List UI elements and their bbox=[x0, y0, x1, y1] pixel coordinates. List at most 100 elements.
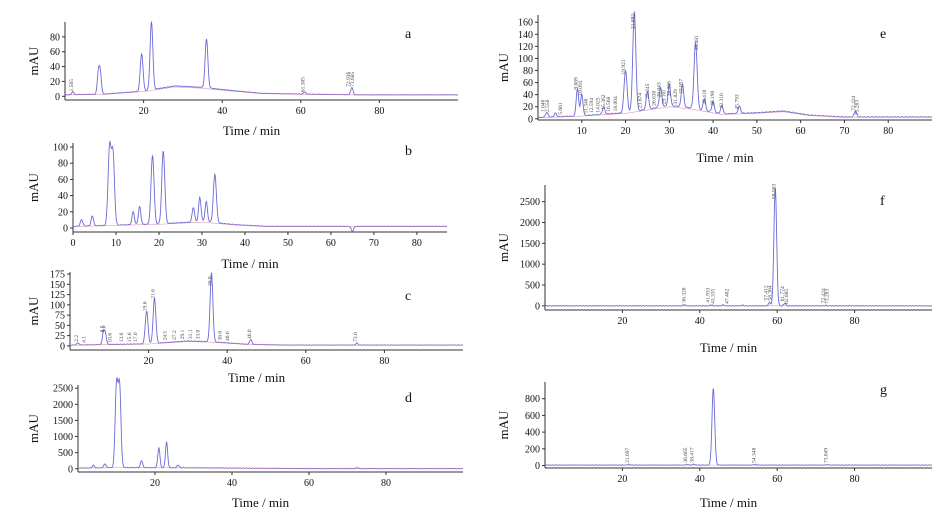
peak-retention-label: 9.0 bbox=[101, 325, 107, 332]
y-tick-label: 125 bbox=[50, 290, 65, 301]
peak-retention-label: 21.697 bbox=[625, 447, 631, 462]
x-tick-label: 60 bbox=[301, 356, 311, 367]
peak-retention-label: 73.203 bbox=[854, 100, 860, 115]
y-tick-label: 100 bbox=[518, 54, 533, 65]
y-tick-label: 20 bbox=[58, 207, 68, 218]
peak-retention-label: 19.6 bbox=[143, 301, 149, 311]
x-tick-label: 50 bbox=[283, 238, 293, 249]
x-tick-label: 40 bbox=[695, 316, 705, 327]
x-tick-label: 50 bbox=[752, 126, 762, 137]
x-tick-label: 70 bbox=[369, 238, 379, 249]
chromatogram-trace bbox=[544, 187, 933, 307]
x-tick-label: 20 bbox=[617, 474, 627, 485]
y-tick-label: 60 bbox=[58, 175, 68, 186]
peak-retention-label: 42.310 bbox=[719, 93, 725, 108]
peak-retention-label: 14.025 bbox=[595, 97, 601, 112]
peak-retention-label: 21.892 bbox=[630, 14, 636, 29]
peak-retention-label: 40.6 bbox=[225, 331, 231, 341]
integration-baseline bbox=[72, 221, 447, 227]
y-tick-label: 80 bbox=[58, 159, 68, 170]
peak-retention-label: 43.335 bbox=[711, 288, 717, 303]
peak-retention-label: 72.424 bbox=[851, 95, 857, 110]
peak-retention-label: 41.933 bbox=[705, 287, 711, 302]
panel-d: 0 500 1000 1500 2000 2500 20 40 60 80 Time / min mA… bbox=[26, 377, 464, 510]
x-tick-label: 40 bbox=[217, 106, 227, 117]
x-tick-label: 80 bbox=[379, 356, 389, 367]
y-tick-label: 2500 bbox=[53, 384, 73, 395]
panel-letter: b bbox=[405, 144, 412, 159]
x-tick-label: 60 bbox=[296, 106, 306, 117]
x-tick-label: 20 bbox=[617, 316, 627, 327]
x-axis-label: Time / min bbox=[232, 495, 290, 510]
y-tick-label: 500 bbox=[525, 281, 540, 292]
peak-retention-label: 45.793 bbox=[735, 94, 741, 109]
x-tick-label: 10 bbox=[577, 126, 587, 137]
y-tick-label: 1000 bbox=[520, 260, 540, 271]
peak-retention-label: 61.774 bbox=[780, 286, 786, 301]
integration-baseline bbox=[64, 86, 458, 96]
peak-retention-label: 8.5 bbox=[99, 325, 105, 332]
peak-retention-label: 36.481 bbox=[694, 35, 700, 50]
peak-retention-label: 1.640 bbox=[541, 99, 547, 112]
peak-retention-label: 72.424 bbox=[821, 288, 827, 303]
y-tick-label: 1000 bbox=[53, 432, 73, 443]
y-tick-label: 2000 bbox=[520, 218, 540, 229]
peak-retention-label: 17.0 bbox=[133, 332, 139, 342]
x-axis-label: Time / min bbox=[228, 370, 286, 385]
x-tick-label: 40 bbox=[227, 478, 237, 489]
peak-retention-label: 33.057 bbox=[678, 78, 684, 93]
peak-retention-label: 36.665 bbox=[683, 447, 689, 462]
y-tick-label: 40 bbox=[523, 90, 533, 101]
y-axis-label: mAU bbox=[26, 46, 41, 76]
peak-retention-label: 33.0 bbox=[196, 330, 202, 340]
panel-letter: d bbox=[405, 391, 412, 406]
peak-retention-label: 2.550 bbox=[545, 99, 551, 112]
peak-retention-label: 54.348 bbox=[751, 447, 757, 462]
peak-retention-label: 11.340 bbox=[583, 98, 589, 113]
peak-retention-label: 9.089 bbox=[573, 77, 579, 90]
x-tick-label: 80 bbox=[850, 316, 860, 327]
peak-retention-label: 26.830 bbox=[651, 90, 657, 105]
peak-retention-label: 18.004 bbox=[613, 96, 619, 111]
x-tick-label: 60 bbox=[326, 238, 336, 249]
peak-retention-label: 5.661 bbox=[558, 102, 564, 115]
y-tick-label: 80 bbox=[523, 66, 533, 77]
peak-retention-label: 31.1 bbox=[188, 329, 194, 339]
panel-letter: f bbox=[880, 194, 885, 209]
x-tick-label: 40 bbox=[240, 238, 250, 249]
y-tick-label: 160 bbox=[518, 18, 533, 29]
peak-retention-label: 15.6 bbox=[127, 332, 133, 342]
peak-retention-label: 46.0 bbox=[247, 329, 253, 339]
y-tick-label: 0 bbox=[60, 341, 65, 352]
peak-retention-label: 57.412 bbox=[764, 285, 770, 300]
y-axis-label: mAU bbox=[496, 410, 511, 440]
y-tick-label: 175 bbox=[50, 270, 65, 281]
x-tick-label: 60 bbox=[796, 126, 806, 137]
x-tick-label: 60 bbox=[304, 478, 314, 489]
x-tick-label: 60 bbox=[772, 474, 782, 485]
peak-retention-label: 10.6 bbox=[107, 333, 113, 343]
x-tick-label: 80 bbox=[381, 478, 391, 489]
peak-retention-label: 40.190 bbox=[710, 91, 716, 106]
y-tick-label: 0 bbox=[68, 464, 73, 475]
peak-retention-label: 62.885 bbox=[784, 288, 790, 303]
x-tick-label: 60 bbox=[772, 316, 782, 327]
peak-retention-label: 15.362 bbox=[601, 94, 607, 109]
y-tick-label: 25 bbox=[55, 331, 65, 342]
panel-letter: c bbox=[405, 289, 411, 304]
chromatogram-trace bbox=[64, 21, 459, 96]
y-tick-label: 800 bbox=[525, 394, 540, 405]
x-tick-label: 20 bbox=[139, 106, 149, 117]
peak-retention-label: 38.417 bbox=[690, 447, 696, 462]
y-tick-label: 0 bbox=[535, 461, 540, 472]
x-axis-label: Time / min bbox=[223, 123, 281, 138]
y-tick-label: 0 bbox=[528, 114, 533, 125]
peak-retention-label: 27.2 bbox=[172, 330, 178, 340]
y-tick-label: 0 bbox=[55, 92, 60, 103]
x-tick-label: 40 bbox=[695, 474, 705, 485]
panel-b: 0 20 40 60 80 100 0 10 20 30 40 50 60 70 80 Time / min m… bbox=[26, 140, 448, 271]
x-tick-label: 10 bbox=[111, 238, 121, 249]
